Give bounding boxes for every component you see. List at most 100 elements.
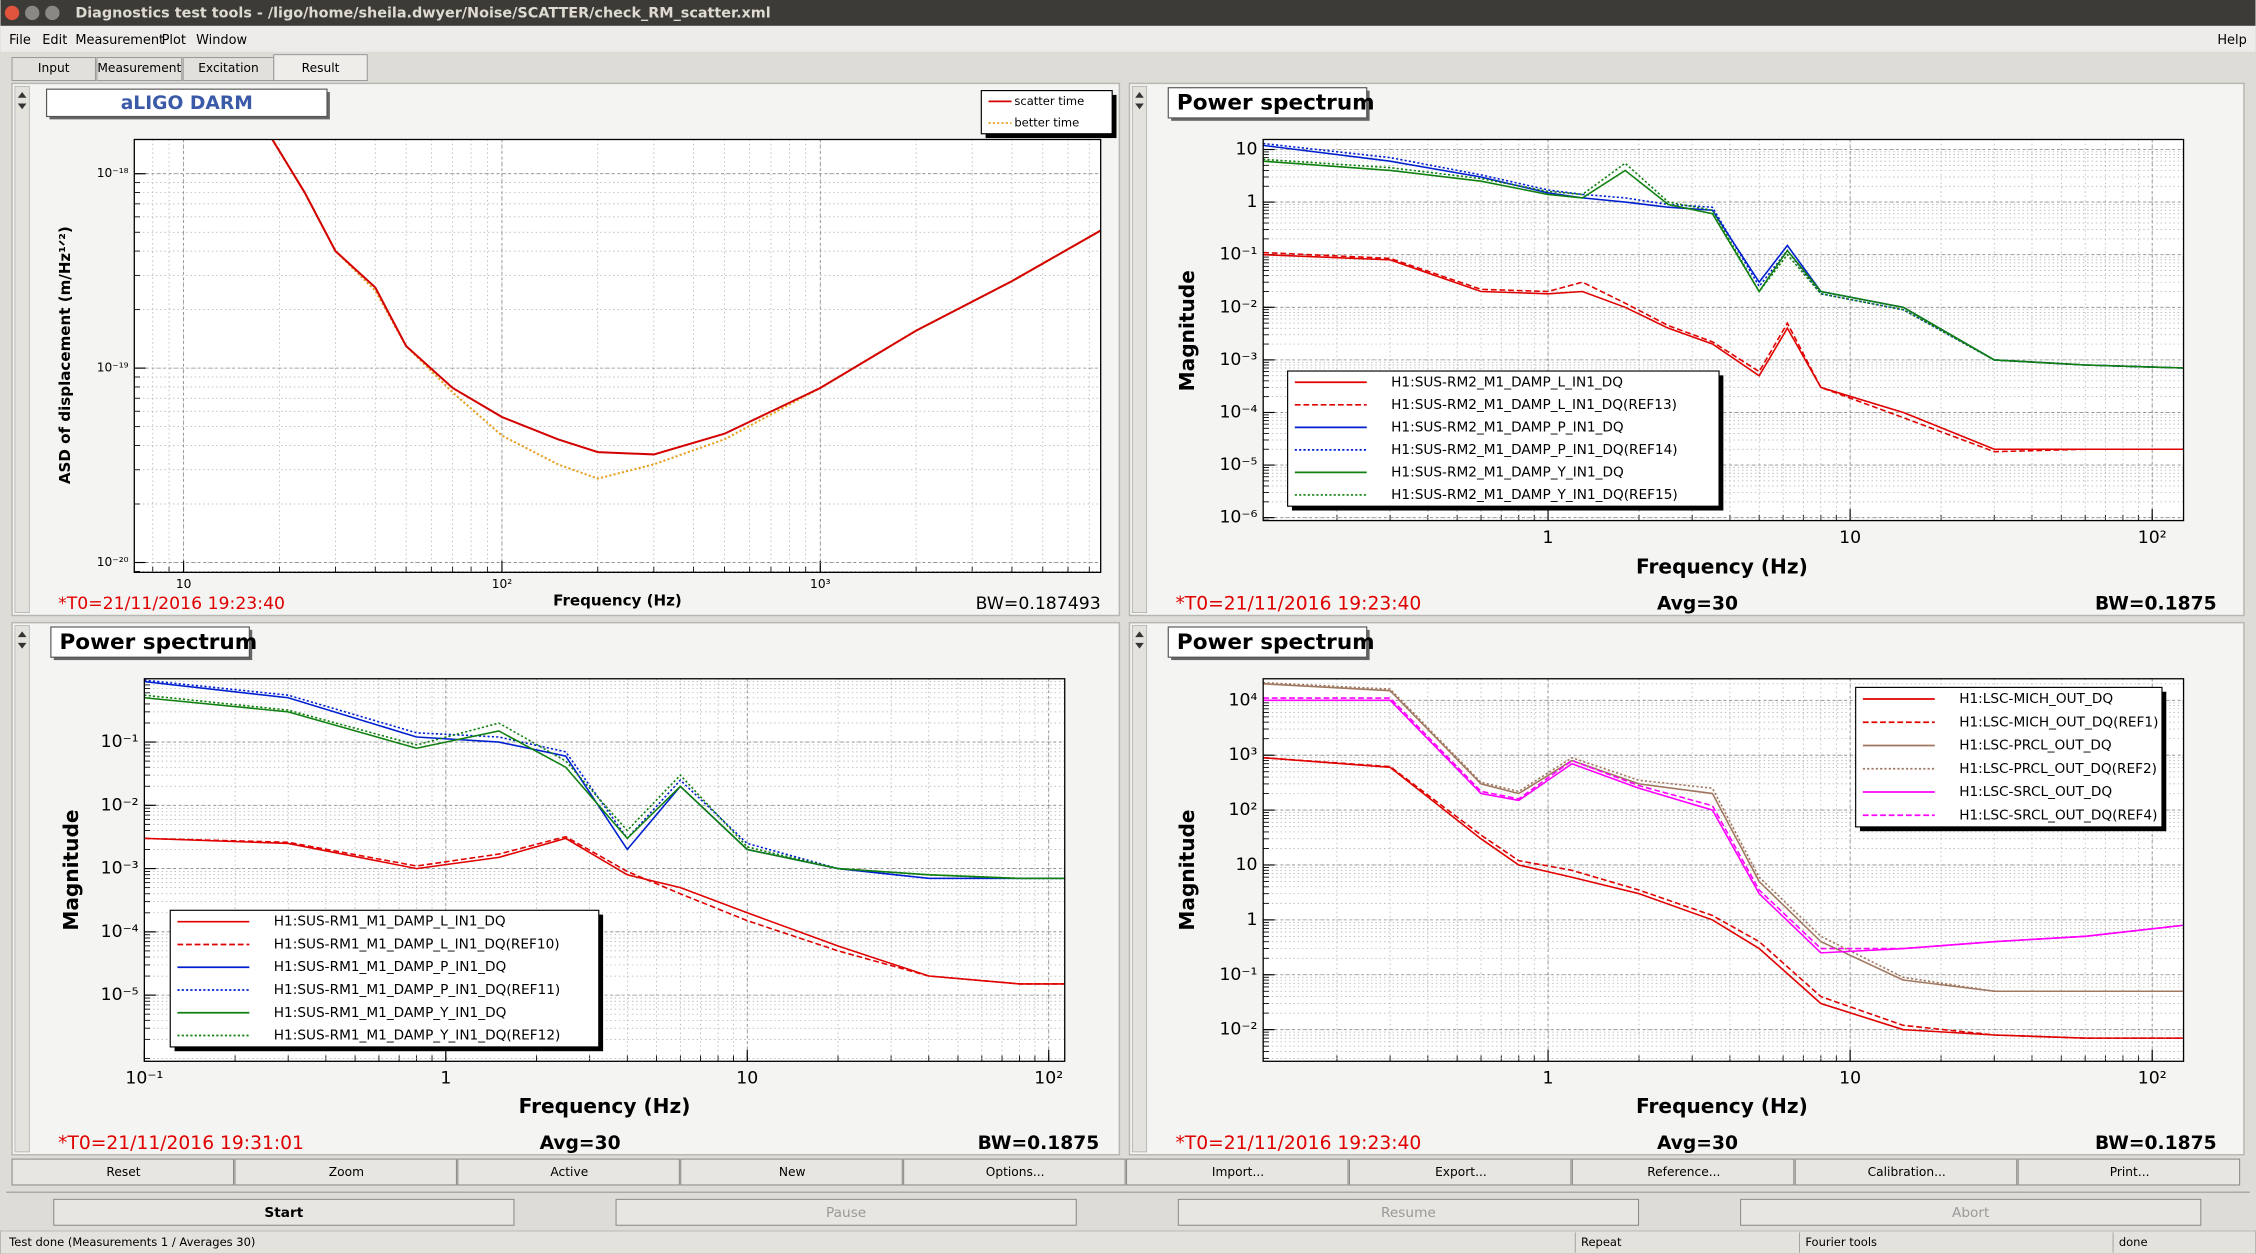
legend-label: H1:LSC-SRCL_OUT_DQ xyxy=(1959,784,2112,800)
tab-label[interactable]: Result xyxy=(302,61,340,75)
button-label[interactable]: Active xyxy=(550,1165,588,1179)
tab-label[interactable]: Input xyxy=(38,61,70,75)
window-button[interactable] xyxy=(45,5,60,21)
button-label[interactable]: Abort xyxy=(1952,1205,1990,1221)
y-tick-label: 10⁻⁶ xyxy=(1219,508,1257,528)
avg-label: Avg=30 xyxy=(1657,593,1738,614)
legend-box xyxy=(169,909,600,1048)
menu-item[interactable]: Plot xyxy=(162,33,186,48)
scroll-arrow[interactable] xyxy=(17,103,27,110)
button-label[interactable]: Import... xyxy=(1212,1165,1264,1179)
tab[interactable] xyxy=(96,57,183,82)
button-label[interactable]: Reference... xyxy=(1647,1165,1720,1179)
button-label[interactable]: Pause xyxy=(826,1205,866,1221)
y-tick-label: 10⁻⁵ xyxy=(101,985,139,1005)
menu-bar xyxy=(0,25,2256,52)
y-axis-label: Magnitude xyxy=(1175,270,1199,391)
series-line xyxy=(1263,253,2184,451)
scroll-arrow[interactable] xyxy=(1135,92,1144,98)
button[interactable] xyxy=(1348,1158,1572,1186)
button-label[interactable]: Print... xyxy=(2110,1165,2150,1179)
tab[interactable] xyxy=(11,57,96,82)
button[interactable] xyxy=(1177,1198,1640,1226)
legend-label: H1:LSC-PRCL_OUT_DQ xyxy=(1959,738,2112,754)
button[interactable] xyxy=(2017,1158,2241,1186)
scroll-arrow[interactable] xyxy=(17,642,27,649)
tab[interactable] xyxy=(273,54,368,82)
x-tick-label: 10² xyxy=(2138,1069,2167,1089)
button[interactable] xyxy=(234,1158,457,1186)
status-text: Fourier tools xyxy=(1805,1235,1877,1249)
button[interactable] xyxy=(1740,1198,2202,1226)
status-text: Repeat xyxy=(1581,1235,1622,1249)
avg-label: Avg=30 xyxy=(1657,1133,1738,1154)
button[interactable] xyxy=(680,1158,903,1186)
button-label[interactable]: Resume xyxy=(1381,1205,1436,1221)
y-tick-label: 10 xyxy=(1235,855,1257,875)
scroll-arrow[interactable] xyxy=(17,631,27,638)
x-tick-label: 10 xyxy=(1839,528,1861,548)
x-tick-label: 10⁻¹ xyxy=(125,1069,163,1089)
button-label[interactable]: Calibration... xyxy=(1868,1165,1946,1179)
series-line xyxy=(144,694,1065,880)
button[interactable] xyxy=(53,1198,515,1226)
x-tick-label: 10 xyxy=(736,1069,758,1089)
scroll-arrow[interactable] xyxy=(17,92,27,98)
button[interactable] xyxy=(1126,1158,1349,1186)
series-line xyxy=(1263,251,2184,453)
y-tick-label: 1 xyxy=(1246,910,1257,930)
legend-label: H1:SUS-RM2_M1_DAMP_L_IN1_DQ(REF13) xyxy=(1391,397,1677,413)
y-tick-label: 10⁻¹⁹ xyxy=(97,361,129,375)
plot-panel: 1 10 10² 10⁻⁶ 10⁻⁵ 10⁻⁴ 10⁻³ 10⁻² 10⁻¹ 1 10 Power s… xyxy=(1128,82,2245,617)
y-tick-label: 10⁻¹ xyxy=(1219,965,1257,985)
panel-strip xyxy=(1131,85,1148,613)
y-tick-label: 10⁻⁴ xyxy=(101,922,139,942)
button-label[interactable]: Zoom xyxy=(329,1165,364,1179)
button[interactable] xyxy=(615,1198,1077,1226)
tab-label[interactable]: Excitation xyxy=(198,61,259,75)
series-group xyxy=(271,139,1101,480)
legend-label: H1:LSC-MICH_OUT_DQ(REF1) xyxy=(1959,714,2158,730)
button[interactable] xyxy=(1794,1158,2018,1186)
avg-label: Avg=30 xyxy=(540,1133,621,1154)
button[interactable] xyxy=(1571,1158,1795,1186)
plot-title: Power spectrum xyxy=(1177,630,1375,655)
y-tick-label: 10² xyxy=(1229,800,1258,820)
legend-label: H1:SUS-RM1_M1_DAMP_Y_IN1_DQ xyxy=(274,1005,507,1021)
button-label[interactable]: Export... xyxy=(1435,1165,1487,1179)
button-label[interactable]: Options... xyxy=(986,1165,1045,1179)
button[interactable] xyxy=(11,1158,235,1186)
button-label[interactable]: New xyxy=(779,1165,806,1179)
scroll-arrow[interactable] xyxy=(1135,642,1144,649)
button[interactable] xyxy=(457,1158,680,1186)
menu-item[interactable]: Measurement xyxy=(75,33,164,48)
x-axis-label: Frequency (Hz) xyxy=(1636,555,1808,579)
button[interactable] xyxy=(903,1158,1126,1186)
menu-item[interactable]: Window xyxy=(196,33,247,48)
menu-item[interactable]: File xyxy=(9,33,31,48)
x-tick-label: 1 xyxy=(440,1069,451,1089)
series-line xyxy=(144,835,1065,985)
scroll-arrow[interactable] xyxy=(1135,631,1144,638)
window-button[interactable] xyxy=(24,5,40,21)
y-tick-label: 10⁻⁴ xyxy=(1219,402,1257,422)
legend-label: H1:SUS-RM1_M1_DAMP_Y_IN1_DQ(REF12) xyxy=(274,1028,561,1044)
t0-label: *T0=21/11/2016 19:23:40 xyxy=(1175,1133,1421,1154)
series-line xyxy=(144,679,1065,880)
title-box xyxy=(45,88,328,118)
window-button[interactable] xyxy=(4,5,20,21)
x-axis-label: Frequency (Hz) xyxy=(1636,1094,1808,1118)
button-label[interactable]: Reset xyxy=(106,1165,140,1179)
scroll-arrow[interactable] xyxy=(1135,103,1144,110)
y-tick-label: 10 xyxy=(1235,140,1257,160)
x-tick-label: 10 xyxy=(176,577,192,591)
legend-label: H1:SUS-RM2_M1_DAMP_L_IN1_DQ xyxy=(1391,374,1623,390)
menu-item[interactable]: Edit xyxy=(42,33,67,48)
tab-label[interactable]: Measurement xyxy=(97,61,181,75)
y-tick-label: 10⁻³ xyxy=(1219,350,1257,370)
y-tick-label: 10⁻⁵ xyxy=(1219,455,1257,475)
menu-help[interactable]: Help xyxy=(2217,33,2247,48)
button-label[interactable]: Start xyxy=(264,1205,303,1221)
